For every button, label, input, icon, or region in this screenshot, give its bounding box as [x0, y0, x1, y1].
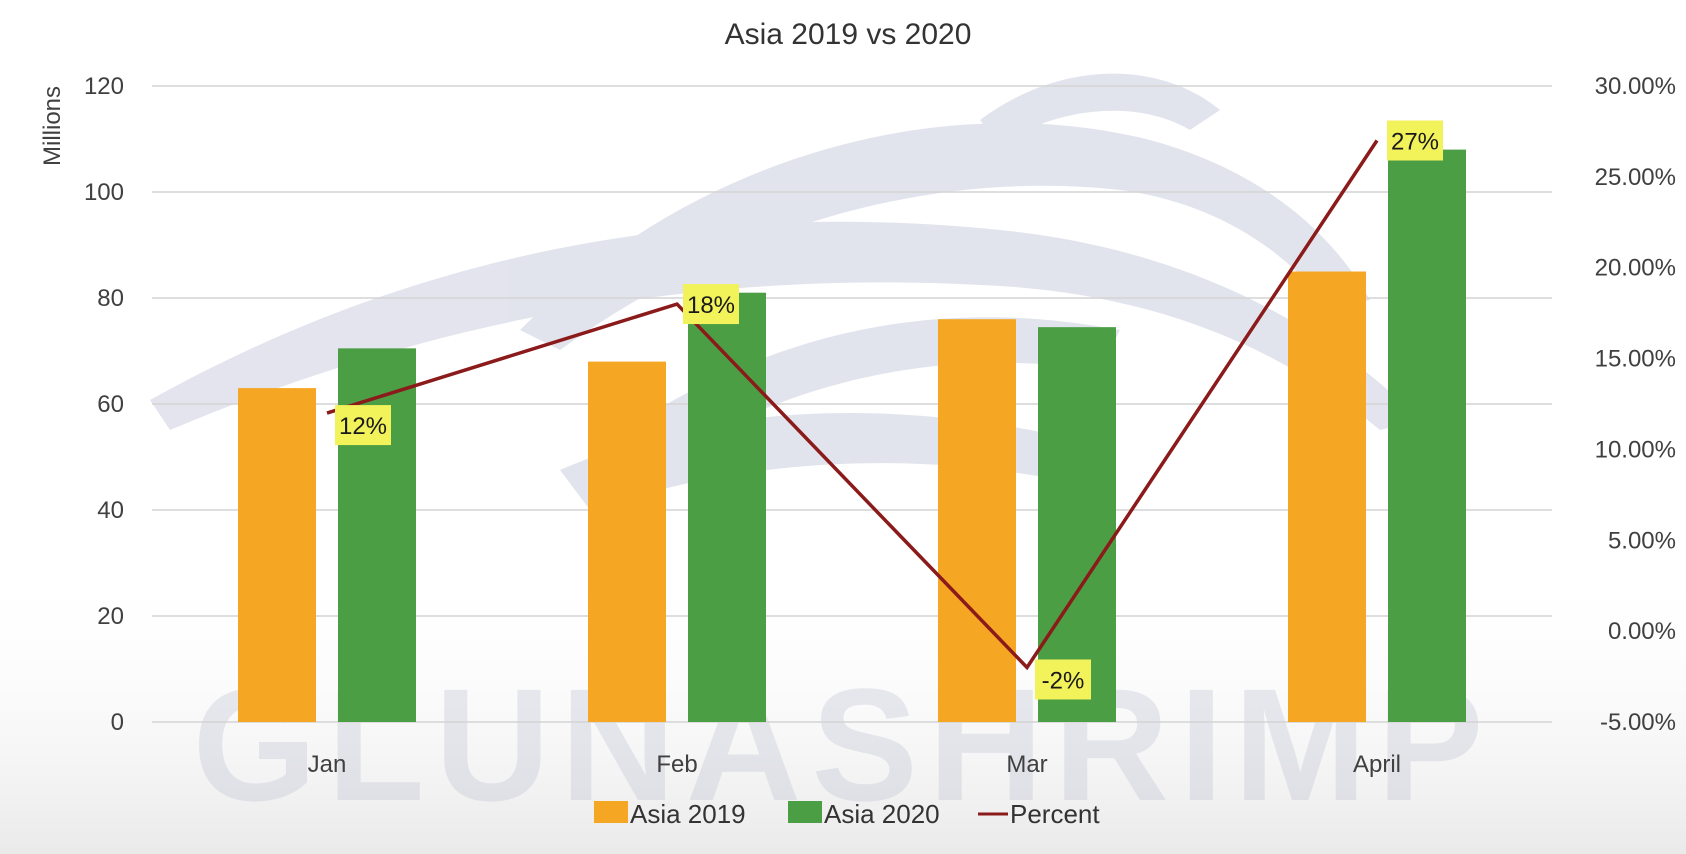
data-label-box-april	[1387, 120, 1443, 161]
y-right-tick-label: 10.00%	[1595, 436, 1676, 463]
x-tick-label: April	[1353, 751, 1401, 778]
y-left-tick-label: 120	[84, 73, 124, 100]
y-right-tick-label: 25.00%	[1595, 164, 1676, 191]
legend: Asia 2019 Asia 2020 Percent	[594, 799, 1100, 829]
y-right-tick-label: 5.00%	[1608, 527, 1676, 554]
data-label-box-jan	[335, 405, 391, 446]
bar-asia-2019-jan	[238, 388, 316, 722]
y-right-tick-label: -5.00%	[1600, 709, 1676, 736]
bar-asia-2019-mar	[938, 319, 1016, 722]
y-left-axis-label: Millions	[39, 86, 66, 166]
bar-asia-2019-april	[1288, 271, 1366, 722]
legend-swatch-asia-2020	[788, 801, 822, 823]
y-left-tick-label: 60	[97, 391, 124, 418]
bar-asia-2020-feb	[688, 292, 766, 722]
y-right-tick-label: 0.00%	[1608, 618, 1676, 645]
line-percent	[326, 139, 1379, 671]
y-right-tick-label: 15.00%	[1595, 346, 1676, 373]
y-right-tick-label: 30.00%	[1595, 73, 1676, 100]
x-tick-label: Feb	[656, 751, 697, 778]
y-left-tick-label: 0	[111, 709, 124, 736]
legend-swatch-asia-2019	[594, 801, 628, 823]
x-tick-label: Jan	[308, 751, 347, 778]
y-left-tick-label: 100	[84, 179, 124, 206]
legend-label-asia-2020: Asia 2020	[824, 799, 940, 829]
y-left-tick-label: 80	[97, 285, 124, 312]
data-label-mar: -2%	[1042, 667, 1085, 694]
data-label-feb: 18%	[687, 292, 735, 319]
y-right-tick-label: 20.00%	[1595, 255, 1676, 282]
data-label-april: 27%	[1391, 129, 1439, 156]
y-left-tick-label: 20	[97, 603, 124, 630]
bar-asia-2020-april	[1388, 149, 1466, 723]
data-label-jan: 12%	[339, 413, 387, 440]
legend-label-percent: Percent	[1010, 799, 1100, 829]
x-tick-label: Mar	[1006, 751, 1047, 778]
data-label-box-mar	[1035, 659, 1091, 700]
y-left-tick-label: 40	[97, 497, 124, 524]
bar-asia-2020-mar	[1038, 327, 1116, 722]
legend-label-asia-2019: Asia 2019	[630, 799, 746, 829]
data-label-box-feb	[683, 284, 739, 325]
chart-title: Asia 2019 vs 2020	[725, 18, 972, 51]
bar-asia-2019-feb	[588, 361, 666, 722]
